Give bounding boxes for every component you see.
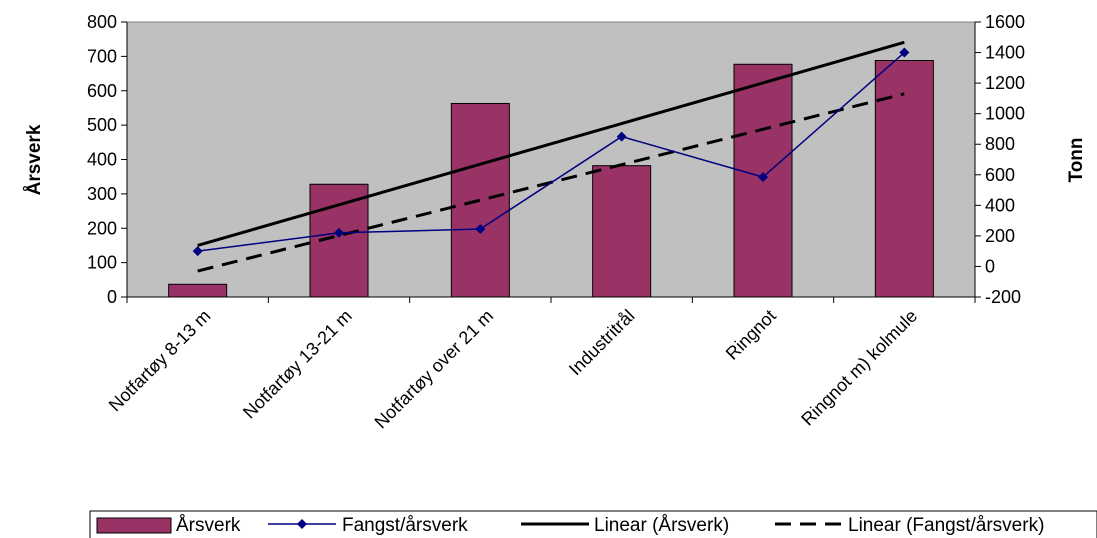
marker-fangst-4 xyxy=(758,172,768,183)
legend: Årsverk Fangst/årsverk Linear (Årsverk) … xyxy=(89,510,1097,538)
bar-3 xyxy=(592,165,652,298)
legend-diamond-marker-icon xyxy=(297,519,307,529)
right-tick-label-3: 400 xyxy=(985,195,1015,215)
legend-box xyxy=(89,510,1097,538)
line-series-group xyxy=(192,47,910,257)
left-tick-label-4: 400 xyxy=(87,150,117,170)
right-tick-label-0: -200 xyxy=(985,287,1021,307)
left-tick-label-7: 700 xyxy=(87,46,117,66)
marker-fangst-3 xyxy=(616,131,627,142)
left-tick-label-5: 500 xyxy=(87,115,117,135)
legend-label-linear-fangst: Linear (Fangst/årsverk) xyxy=(848,515,1044,536)
left-tick-label-1: 100 xyxy=(87,253,117,273)
legend-label-linear-arsverk: Linear (Årsverk) xyxy=(594,515,729,536)
left-tick-label-0: 0 xyxy=(107,287,117,307)
left-tick-label-8: 800 xyxy=(87,12,117,32)
left-tick-label-3: 300 xyxy=(87,184,117,204)
right-tick-label-7: 1200 xyxy=(985,73,1025,93)
category-label-1: Notfartøy 13-21 m xyxy=(239,306,356,423)
category-label-3: Industritrål xyxy=(565,306,639,380)
legend-label-arsverk: Årsverk xyxy=(176,515,241,536)
bar-0 xyxy=(168,283,228,298)
category-label-5: Ringnot m) kolmule xyxy=(797,306,921,430)
marker-fangst-0 xyxy=(192,246,203,257)
right-tick-label-9: 1600 xyxy=(985,12,1025,32)
category-label-2: Notfartøy over 21 m xyxy=(371,306,498,433)
legend-bar-swatch xyxy=(96,517,172,534)
left-axis-title: Årsverk xyxy=(24,124,45,195)
left-tick-label-6: 600 xyxy=(87,81,117,101)
right-tick-label-4: 600 xyxy=(985,165,1015,185)
bar-1 xyxy=(309,183,369,298)
category-label-0: Notfartøy 8-13 m xyxy=(105,306,215,416)
legend-label-fangst: Fangst/årsverk xyxy=(342,515,468,536)
axes-group: 0 100 200 300 400 500 600 700 800 -200 0 200 400 600 8… xyxy=(87,12,1025,307)
plot-area xyxy=(126,21,976,298)
trendline-arsverk xyxy=(197,40,905,247)
category-label-4: Ringnot xyxy=(722,306,780,364)
right-tick-label-6: 1000 xyxy=(985,104,1025,124)
right-tick-label-5: 800 xyxy=(985,134,1015,154)
bar-5 xyxy=(874,60,934,298)
right-axis-title: Tonn xyxy=(1066,137,1087,182)
category-labels: Notfartøy 8-13 m Notfartøy 13-21 m Notfart… xyxy=(105,306,921,433)
left-tick-label-2: 200 xyxy=(87,218,117,238)
right-tick-label-1: 0 xyxy=(985,256,995,276)
line-fangst xyxy=(197,51,905,252)
marker-fangst-2 xyxy=(475,224,486,235)
right-tick-label-2: 200 xyxy=(985,226,1015,246)
marker-fangst-1 xyxy=(334,227,344,238)
bar-2 xyxy=(450,102,510,298)
right-tick-label-8: 1400 xyxy=(985,43,1025,63)
marker-fangst-5 xyxy=(899,47,910,58)
